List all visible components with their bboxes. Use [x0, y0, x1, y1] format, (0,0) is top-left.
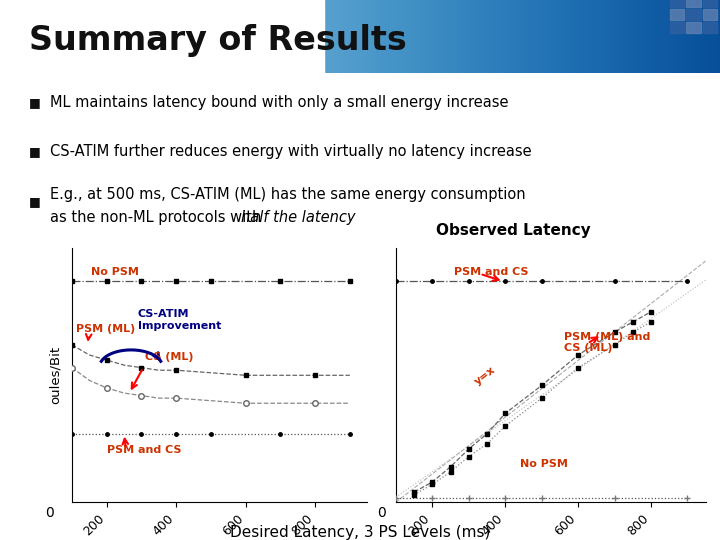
Text: No PSM: No PSM	[91, 267, 139, 277]
Bar	[686, 9, 701, 19]
Bar	[686, 0, 701, 6]
Text: CS-ATIM
Improvement: CS-ATIM Improvement	[138, 309, 221, 331]
Text: ■: ■	[29, 96, 40, 109]
Text: E.g., at 500 ms, CS-ATIM (ML) has the same energy consumption: E.g., at 500 ms, CS-ATIM (ML) has the sa…	[50, 187, 526, 202]
Text: PSM (ML) and
CS (ML): PSM (ML) and CS (ML)	[564, 332, 650, 353]
Text: ■: ■	[29, 195, 40, 208]
Text: CS (ML): CS (ML)	[145, 352, 194, 362]
Text: Desired Latency, 3 PS Levels (ms): Desired Latency, 3 PS Levels (ms)	[230, 525, 490, 540]
Text: No PSM: No PSM	[520, 458, 567, 469]
Bar	[670, 9, 684, 19]
Text: y=x: y=x	[472, 365, 498, 388]
Bar	[670, 22, 684, 33]
Text: Summary of Results: Summary of Results	[29, 24, 407, 57]
Text: as the non-ML protocols with: as the non-ML protocols with	[50, 211, 266, 225]
Text: ■: ■	[29, 145, 40, 158]
Bar	[686, 22, 701, 33]
Bar	[0, 0, 324, 73]
Text: PSM and CS: PSM and CS	[454, 267, 528, 277]
Bar	[670, 0, 684, 6]
Text: PSM (ML): PSM (ML)	[76, 324, 135, 334]
Text: oules/Bit: oules/Bit	[48, 346, 61, 404]
Text: Observed Latency: Observed Latency	[436, 223, 591, 238]
Text: CS-ATIM further reduces energy with virtually no latency increase: CS-ATIM further reduces energy with virt…	[50, 145, 532, 159]
Bar	[703, 0, 717, 6]
Text: ML maintains latency bound with only a small energy increase: ML maintains latency bound with only a s…	[50, 95, 509, 110]
Text: 0: 0	[377, 507, 386, 521]
Text: PSM and CS: PSM and CS	[107, 445, 181, 455]
Bar	[703, 9, 717, 19]
Text: 0: 0	[45, 507, 54, 521]
Text: half the latency: half the latency	[241, 211, 356, 225]
Bar	[703, 22, 717, 33]
